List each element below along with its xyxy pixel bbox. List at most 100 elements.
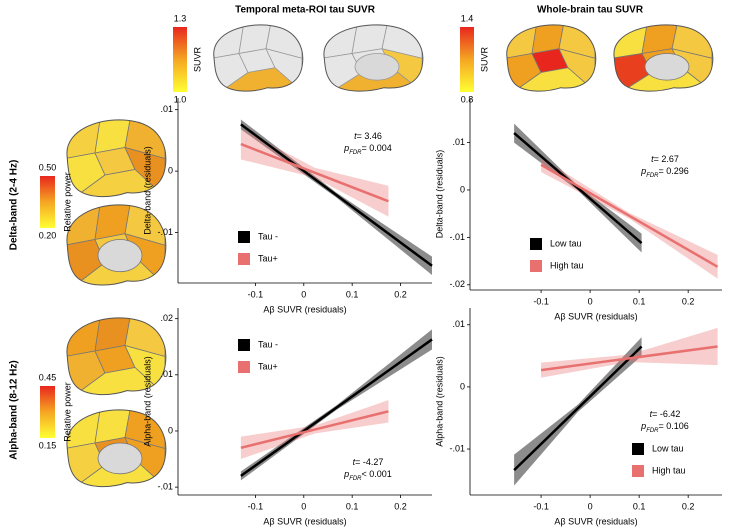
x-tick-label: 0.1	[346, 501, 359, 511]
brain-outline	[67, 318, 166, 395]
x-axis-label: Aβ SUVR (residuals)	[263, 304, 346, 314]
x-tick-label: 0.1	[346, 289, 359, 299]
legend-swatch	[632, 443, 644, 455]
p-subscript: FDR	[646, 173, 659, 179]
column-title: Whole-brain tau SUVR	[537, 5, 644, 16]
brain-region	[266, 49, 302, 92]
y-axis-label: Delta-band (residuals)	[434, 150, 444, 239]
brain-region	[125, 148, 165, 197]
t-value: = 2.67	[654, 154, 679, 164]
x-tick-label: 0	[301, 501, 306, 511]
legend-label: High tau	[652, 465, 686, 475]
y-axis-label: Alpha-band (residuals)	[142, 356, 152, 447]
y-tick-label: .01	[160, 369, 173, 379]
brain-outline	[324, 25, 423, 91]
legend-swatch	[238, 231, 250, 243]
t-symbol: t	[353, 457, 356, 467]
y-axis-label: Delta-band (residuals)	[142, 146, 152, 235]
brain	[65, 318, 166, 395]
legend-swatch	[238, 253, 250, 265]
brain-medial-wall	[645, 54, 689, 81]
legend-swatch	[238, 361, 250, 373]
legend-label: Low tau	[652, 443, 684, 453]
t-symbol: t	[354, 131, 357, 141]
confidence-band	[240, 119, 432, 276]
p-subscript: FDR	[349, 150, 362, 156]
colorbar-max: 0.45	[39, 372, 57, 382]
brain-regions	[66, 318, 165, 395]
row-title: Alpha-band (8-12 Hz)	[9, 360, 20, 459]
p-symbol: p	[343, 469, 349, 479]
y-tick-label: -.01	[157, 482, 173, 492]
x-tick-label: -0.1	[248, 289, 264, 299]
confidence-band	[240, 329, 432, 481]
brain-region	[559, 49, 595, 92]
colorbar	[40, 176, 55, 228]
brain	[65, 120, 166, 197]
y-tick-label: 0	[460, 184, 465, 194]
brain-region	[125, 346, 165, 395]
brain-regions	[213, 25, 302, 92]
legend-label: Low tau	[550, 238, 582, 248]
brain	[505, 25, 596, 92]
legend-swatch	[530, 260, 542, 272]
colorbar-min: 0.15	[39, 440, 57, 450]
y-tick-label: .02	[160, 313, 173, 323]
y-tick-label: 0	[168, 166, 173, 176]
annotation-p: pFDR= 0.004	[343, 143, 392, 155]
x-tick-label: -0.1	[248, 501, 264, 511]
brain-outline	[67, 120, 166, 197]
t-symbol: t	[650, 409, 653, 419]
x-tick-label: 0	[588, 501, 593, 511]
colorbar-max: 0.50	[39, 162, 57, 172]
x-tick-label: 0.2	[394, 289, 407, 299]
x-tick-label: 0.2	[394, 501, 407, 511]
brain-outline	[67, 205, 166, 285]
p-symbol: p	[343, 143, 349, 153]
t-symbol: t	[651, 154, 654, 164]
confidence-band	[541, 157, 718, 279]
brain-region	[221, 68, 302, 92]
x-tick-label: 0.2	[682, 296, 695, 306]
confidence-band	[514, 337, 642, 486]
p-symbol: p	[640, 421, 646, 431]
brain-region	[514, 68, 595, 92]
x-axis-label: Aβ SUVR (residuals)	[263, 516, 346, 526]
brain	[65, 410, 166, 487]
brain-medial-wall	[355, 54, 399, 81]
brain-regions	[66, 205, 165, 286]
legend-label: Tau+	[258, 253, 278, 263]
colorbar-label: Relative power	[62, 172, 72, 232]
colorbar-min: 0.20	[39, 230, 57, 240]
x-tick-label: -0.1	[533, 501, 549, 511]
x-axis-label: Aβ SUVR (residuals)	[554, 516, 637, 526]
colorbar-min: 0.8	[461, 94, 474, 104]
regression-line	[240, 123, 433, 267]
brain-region	[75, 170, 165, 197]
y-tick-label: -.02	[449, 279, 465, 289]
y-tick-label: -.01	[449, 443, 465, 453]
brain-medial-wall	[98, 443, 142, 474]
x-tick-label: 0	[588, 296, 593, 306]
brain-outline	[67, 410, 166, 487]
legend-label: Tau+	[258, 361, 278, 371]
brain	[212, 25, 303, 92]
y-tick-label: .01	[452, 137, 465, 147]
y-tick-label: .01	[160, 104, 173, 114]
p-value: = 0.106	[659, 421, 689, 431]
y-axis-label: Alpha-band (residuals)	[434, 356, 444, 447]
brain-outline	[507, 25, 596, 91]
y-tick-label: 0	[168, 425, 173, 435]
regression-line	[240, 338, 433, 477]
regression-line	[513, 132, 643, 245]
colorbar	[173, 27, 187, 92]
t-value: = 3.46	[357, 131, 382, 141]
colorbar-min: 1.0	[174, 94, 187, 104]
colorbar-max: 1.4	[461, 13, 474, 23]
annotation-p: pFDR< 0.001	[343, 469, 392, 481]
annotation-t: t= 2.67	[651, 154, 679, 164]
colorbar	[460, 27, 474, 92]
regression-line	[513, 345, 643, 472]
p-subscript: FDR	[646, 428, 659, 434]
